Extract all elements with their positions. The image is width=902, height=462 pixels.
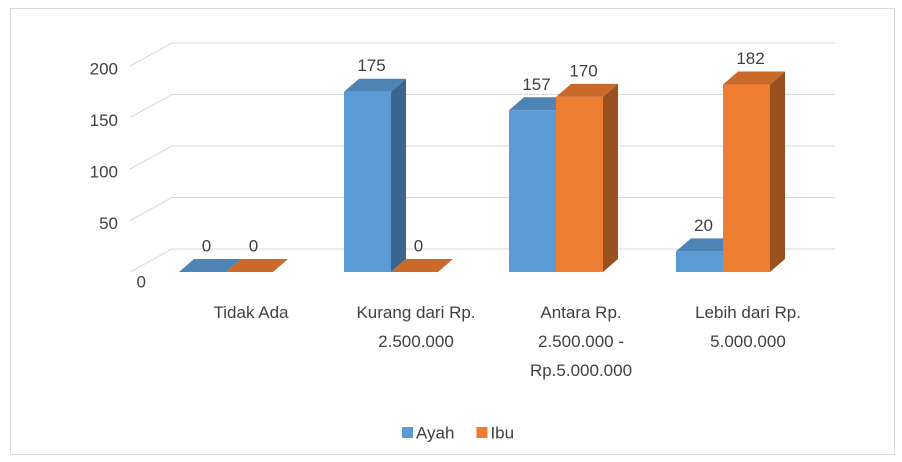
bar — [723, 84, 770, 272]
bar — [676, 251, 723, 272]
bar-side — [603, 83, 618, 273]
bar-top — [179, 259, 241, 272]
data-label: 175 — [357, 56, 385, 75]
data-label: 0 — [202, 236, 211, 255]
legend-label: Ayah — [416, 423, 454, 442]
y-tick-label: 150 — [90, 111, 118, 130]
data-label: 20 — [694, 216, 713, 235]
y-tick-label: 0 — [137, 272, 146, 291]
data-label: 170 — [569, 61, 597, 80]
x-tick-label: Kurang dari Rp. 2.500.000 — [356, 303, 476, 351]
grid-line — [129, 42, 835, 67]
y-tick-label: 200 — [90, 59, 118, 78]
data-label: 157 — [522, 75, 550, 94]
legend-swatch — [476, 427, 488, 438]
legend-swatch — [402, 427, 413, 438]
data-label: 182 — [736, 49, 764, 68]
bar — [556, 96, 603, 273]
x-tick-label: Antara Rp. 2.500.000 - Rp.5.000.000 — [529, 303, 633, 380]
x-tick-label: Tidak Ada — [213, 303, 289, 322]
bar-top — [556, 83, 618, 97]
bar-top — [226, 259, 288, 272]
bar-top — [391, 259, 453, 272]
y-tick-label: 100 — [90, 162, 118, 181]
bar-side — [770, 71, 785, 272]
bar-top — [344, 78, 406, 92]
bar-top — [509, 97, 571, 111]
bar — [509, 110, 556, 272]
bar-top — [723, 71, 785, 85]
data-label: 0 — [249, 236, 258, 255]
bar-top — [676, 238, 738, 252]
data-label: 0 — [414, 236, 423, 255]
bar-side — [391, 78, 406, 272]
x-tick-label: Lebih dari Rp. 5.000.000 — [695, 303, 801, 351]
legend-label: Ibu — [490, 423, 514, 442]
y-tick-label: 50 — [99, 214, 118, 233]
bar — [344, 91, 391, 272]
